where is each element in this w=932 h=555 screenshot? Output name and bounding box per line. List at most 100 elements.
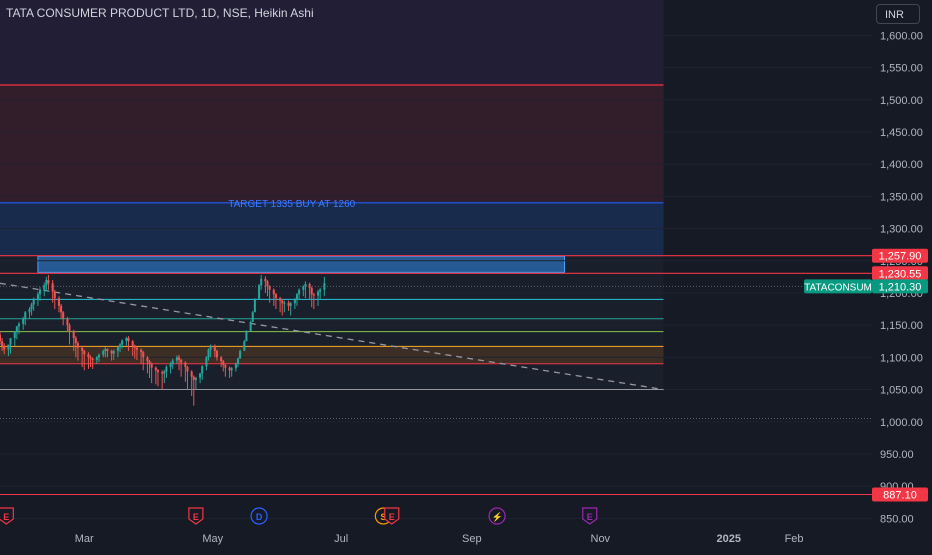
mid-zone — [0, 255, 664, 390]
y-tick-label: 1,350.00 — [880, 191, 923, 203]
chart-title: TATA CONSUMER PRODUCT LTD, 1D, NSE, Heik… — [6, 6, 314, 20]
candle-body — [220, 357, 223, 362]
y-tick-label: 950.00 — [880, 449, 914, 461]
symbol-badge — [804, 279, 872, 294]
candle-body — [180, 359, 183, 363]
candle-body — [234, 363, 237, 369]
candle-body — [310, 287, 313, 295]
candle-body — [249, 321, 252, 332]
candle-body — [230, 368, 233, 371]
top-zone — [0, 0, 664, 84]
candle-body — [7, 344, 10, 350]
candle-body — [251, 312, 254, 322]
candle-body — [243, 341, 246, 351]
candle-body — [258, 285, 261, 300]
candle-body — [317, 291, 320, 296]
candle-body — [9, 338, 12, 345]
y-tick-label: 1,050.00 — [880, 385, 923, 397]
candle-body — [57, 298, 61, 306]
candle-body — [199, 373, 202, 378]
upper-red-zone — [0, 83, 664, 202]
candle-body — [47, 280, 50, 284]
candle-body — [1, 341, 4, 346]
candle-body — [24, 312, 27, 319]
earnings-marker[interactable] — [0, 507, 14, 525]
candle-body — [91, 358, 94, 360]
candle-body — [289, 303, 292, 306]
currency-button[interactable]: INR — [876, 4, 920, 24]
candle-body — [146, 357, 149, 362]
candle-body — [116, 347, 119, 351]
candle-body — [163, 371, 166, 374]
candle-body — [112, 350, 115, 354]
candle-body — [175, 357, 178, 361]
earnings-marker[interactable] — [582, 507, 598, 525]
candle-body — [62, 312, 65, 319]
event-marker[interactable] — [488, 507, 506, 525]
candle-body — [51, 283, 54, 292]
candle-body — [178, 357, 181, 360]
candle-body — [287, 302, 290, 306]
candle-body — [308, 283, 311, 288]
candle-body — [68, 325, 71, 332]
candle-body — [150, 363, 153, 368]
candle-body — [28, 309, 31, 313]
candle-body — [192, 376, 195, 380]
candle-body — [171, 360, 174, 364]
candle-body — [295, 294, 299, 300]
buy-box — [37, 255, 565, 273]
candle-body — [266, 281, 269, 287]
candle-body — [53, 291, 56, 299]
y-tick-label: 1,400.00 — [880, 159, 923, 171]
earnings-marker[interactable] — [188, 507, 204, 525]
event-marker[interactable] — [250, 507, 268, 525]
candle-body — [283, 302, 286, 304]
x-tick-label: May — [202, 533, 223, 545]
candle-body — [17, 323, 20, 327]
candle-body — [264, 278, 267, 282]
candle-body — [45, 280, 48, 286]
candle-body — [281, 300, 284, 304]
y-tick-label: 1,150.00 — [880, 320, 923, 332]
candle-body — [76, 343, 79, 348]
price-badge — [872, 487, 928, 502]
candle-body — [184, 362, 187, 368]
y-tick-label: 1,000.00 — [880, 417, 923, 429]
candle-body — [236, 358, 240, 364]
y-tick-label: 1,550.00 — [880, 63, 923, 75]
candle-body — [148, 361, 151, 364]
x-tick-label: 2025 — [717, 533, 741, 545]
candle-body — [32, 299, 35, 305]
candle-body — [207, 349, 210, 358]
candle-body — [66, 318, 69, 326]
price-badge-label: 1,257.90 — [879, 251, 922, 263]
candle-body — [3, 345, 6, 350]
candle-body — [323, 283, 326, 290]
candle-body — [279, 298, 282, 301]
candle-body — [186, 367, 189, 372]
candle-body — [0, 334, 2, 342]
candle-body — [106, 348, 109, 351]
price-badge-label: 887.10 — [883, 489, 917, 501]
x-tick-label: Jul — [334, 533, 348, 545]
candle-body — [209, 345, 212, 350]
event-marker-label: E — [3, 512, 9, 522]
candle-body — [43, 285, 46, 290]
candle-body — [125, 338, 128, 341]
candle-body — [102, 350, 105, 355]
price-badge — [872, 248, 928, 263]
event-marker-label: E — [389, 512, 395, 522]
candle-body — [127, 338, 130, 342]
candle-body — [319, 289, 322, 292]
earnings-marker[interactable] — [384, 507, 400, 525]
currency-label: INR — [885, 9, 904, 21]
price-badge-label: 1,230.55 — [879, 268, 922, 280]
event-marker-label: S — [380, 512, 386, 522]
y-tick-label: 1,450.00 — [880, 127, 923, 139]
candle-body — [165, 367, 168, 372]
candle-body — [215, 350, 218, 358]
candle-body — [30, 304, 33, 310]
candle-body — [268, 286, 271, 290]
